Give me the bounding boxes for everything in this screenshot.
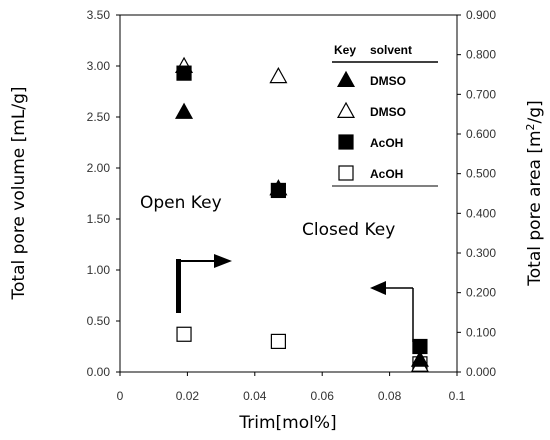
x-tick-label: 0.02	[176, 389, 200, 403]
x-tick-label: 0.08	[378, 389, 402, 403]
y-left-tick-label: 1.50	[87, 212, 111, 226]
x-axis-label: Trim[mol%]	[238, 413, 336, 433]
square-filled-point	[176, 65, 192, 81]
annotation-closed-key: Closed Key	[302, 220, 395, 240]
square-open-point	[270, 333, 286, 349]
legend-marker-square-open	[338, 165, 354, 181]
legend-label-1: DMSO	[370, 74, 406, 88]
x-tick-label: 0.04	[243, 389, 267, 403]
legend-marker-triangle-filled	[336, 70, 356, 88]
legend-marker-square-filled	[338, 134, 354, 150]
annotation-open-key: Open Key	[140, 193, 222, 213]
y-left-tick-label: 3.50	[87, 8, 111, 22]
right-axis-ticks: 0.000 0.100 0.200 0.300 0.400 0.500 0.600 0.700…	[457, 8, 496, 379]
data-markers	[175, 56, 429, 372]
closed-key-arrow-head	[370, 281, 386, 295]
legend-label-4: AcOH	[370, 167, 403, 181]
y-right-tick-label: 0.500	[466, 167, 496, 181]
y-right-tick-label: 0.100	[466, 325, 496, 339]
y-left-tick-label: 3.00	[87, 59, 111, 73]
y-left-tick-label: 2.50	[87, 110, 111, 124]
triangle-filled-point	[175, 102, 194, 119]
x-tick-label: 0	[117, 389, 124, 403]
triangle-open-point	[269, 66, 288, 84]
x-tick-label: 0.1	[449, 389, 466, 403]
y-axis-right-label-sup: 2	[524, 123, 537, 130]
closed-key-arrow	[370, 281, 414, 342]
legend-label-2: DMSO	[370, 105, 406, 119]
legend-header-solvent: solvent	[370, 43, 412, 57]
legend-label-3: AcOH	[370, 136, 403, 150]
plot-area	[119, 14, 458, 373]
y-axis-right-label-end: /g]	[525, 100, 545, 123]
left-axis-ticks: 0.00 0.50 1.00 1.50 2.00 2.50 3.00 3.50	[87, 8, 120, 379]
y-left-tick-label: 0.00	[87, 365, 111, 379]
open-key-arrow-head	[214, 254, 232, 268]
y-right-tick-label: 0.400	[466, 206, 496, 220]
open-key-arrow	[176, 254, 232, 313]
y-right-tick-label: 0.300	[466, 246, 496, 260]
legend: Key solvent DMSO DMSO AcOH AcOH	[330, 36, 440, 187]
square-filled-point	[270, 182, 286, 199]
square-open-point	[176, 326, 192, 342]
y-right-tick-label: 0.000	[466, 365, 496, 379]
y-left-tick-label: 1.00	[87, 263, 111, 277]
y-left-tick-label: 2.00	[87, 161, 111, 175]
y-axis-right-label-main: Total pore area [m	[525, 130, 545, 286]
legend-marker-triangle-open	[336, 101, 356, 119]
x-tick-label: 0.06	[311, 389, 335, 403]
y-right-tick-label: 0.700	[466, 87, 496, 101]
y-axis-left-label: Total pore volume [mL/g]	[9, 87, 29, 301]
legend-header-key: Key	[334, 43, 356, 57]
y-right-tick-label: 0.600	[466, 127, 496, 141]
y-right-tick-label: 0.200	[466, 286, 496, 300]
triangle-filled-point	[410, 350, 429, 367]
y-right-tick-label: 0.800	[466, 48, 496, 62]
y-left-tick-label: 0.50	[87, 314, 111, 328]
open-key-arrow-shaft	[176, 259, 181, 313]
x-axis-ticks: 0 0.02 0.04 0.06 0.08 0.1	[117, 372, 466, 403]
square-filled-point	[412, 338, 428, 355]
y-right-tick-label: 0.900	[466, 8, 496, 22]
legend-markers	[336, 70, 356, 181]
y-axis-right-label: Total pore area [m2/g]	[524, 100, 545, 286]
